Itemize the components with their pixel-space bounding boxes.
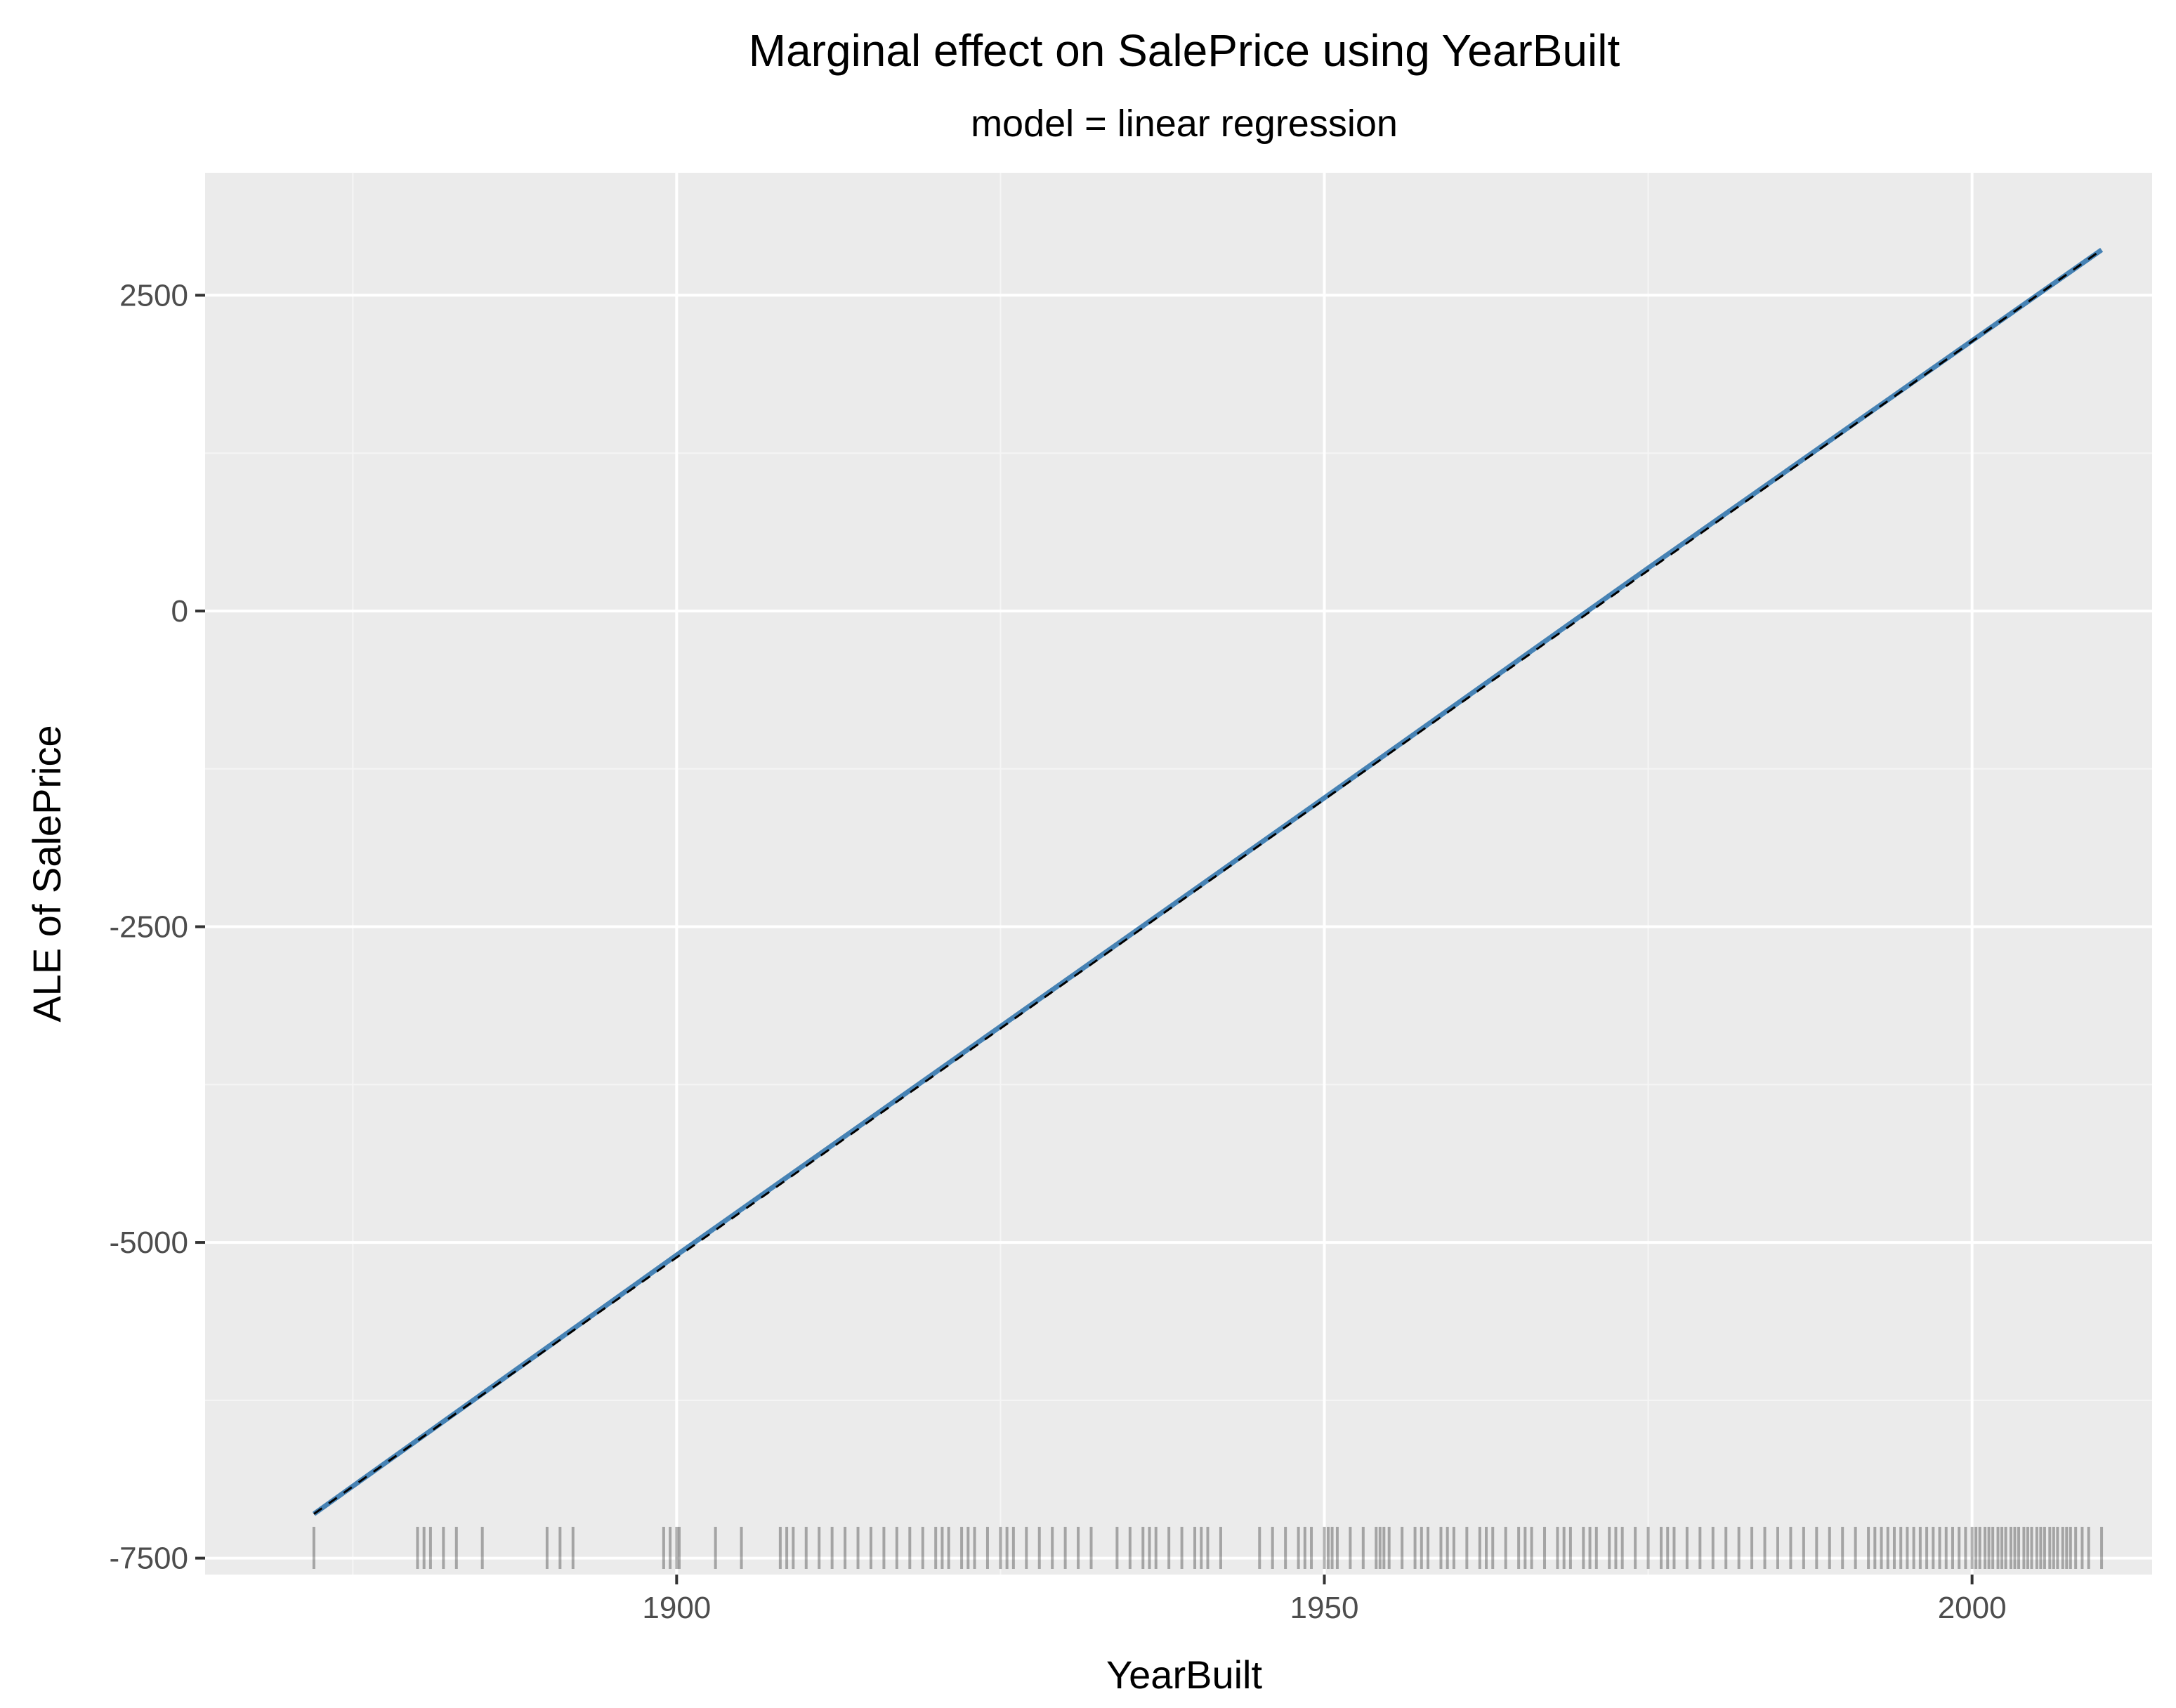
axis-tick-labels: 1900 1950 2000 -7500 -5000 -2500 0 2500 (109, 278, 2006, 1625)
x-tick-label: 2000 (1938, 1591, 2007, 1625)
series-lines (312, 247, 2104, 1516)
y-tick-label: -7500 (109, 1542, 188, 1576)
chart-title: Marginal effect on SalePrice using YearB… (749, 25, 1620, 76)
major-gridlines (205, 173, 2152, 1575)
chart-subtitle: model = linear regression (971, 103, 1398, 145)
ale-line (312, 247, 2104, 1516)
rug-marks (312, 1527, 2104, 1569)
x-tick-label: 1950 (1290, 1591, 1359, 1625)
y-tick-label: 2500 (119, 278, 188, 313)
y-tick-label: -2500 (109, 910, 188, 945)
x-axis-title: YearBuilt (1106, 1653, 1263, 1697)
plot-panel (205, 173, 2152, 1575)
minor-gridlines (205, 173, 2152, 1575)
y-tick-label: -5000 (109, 1226, 188, 1260)
axis-ticks (195, 294, 1974, 1584)
y-axis-title: ALE of SalePrice (25, 725, 69, 1022)
y-tick-label: 0 (171, 594, 188, 629)
x-tick-label: 1900 (642, 1591, 711, 1625)
